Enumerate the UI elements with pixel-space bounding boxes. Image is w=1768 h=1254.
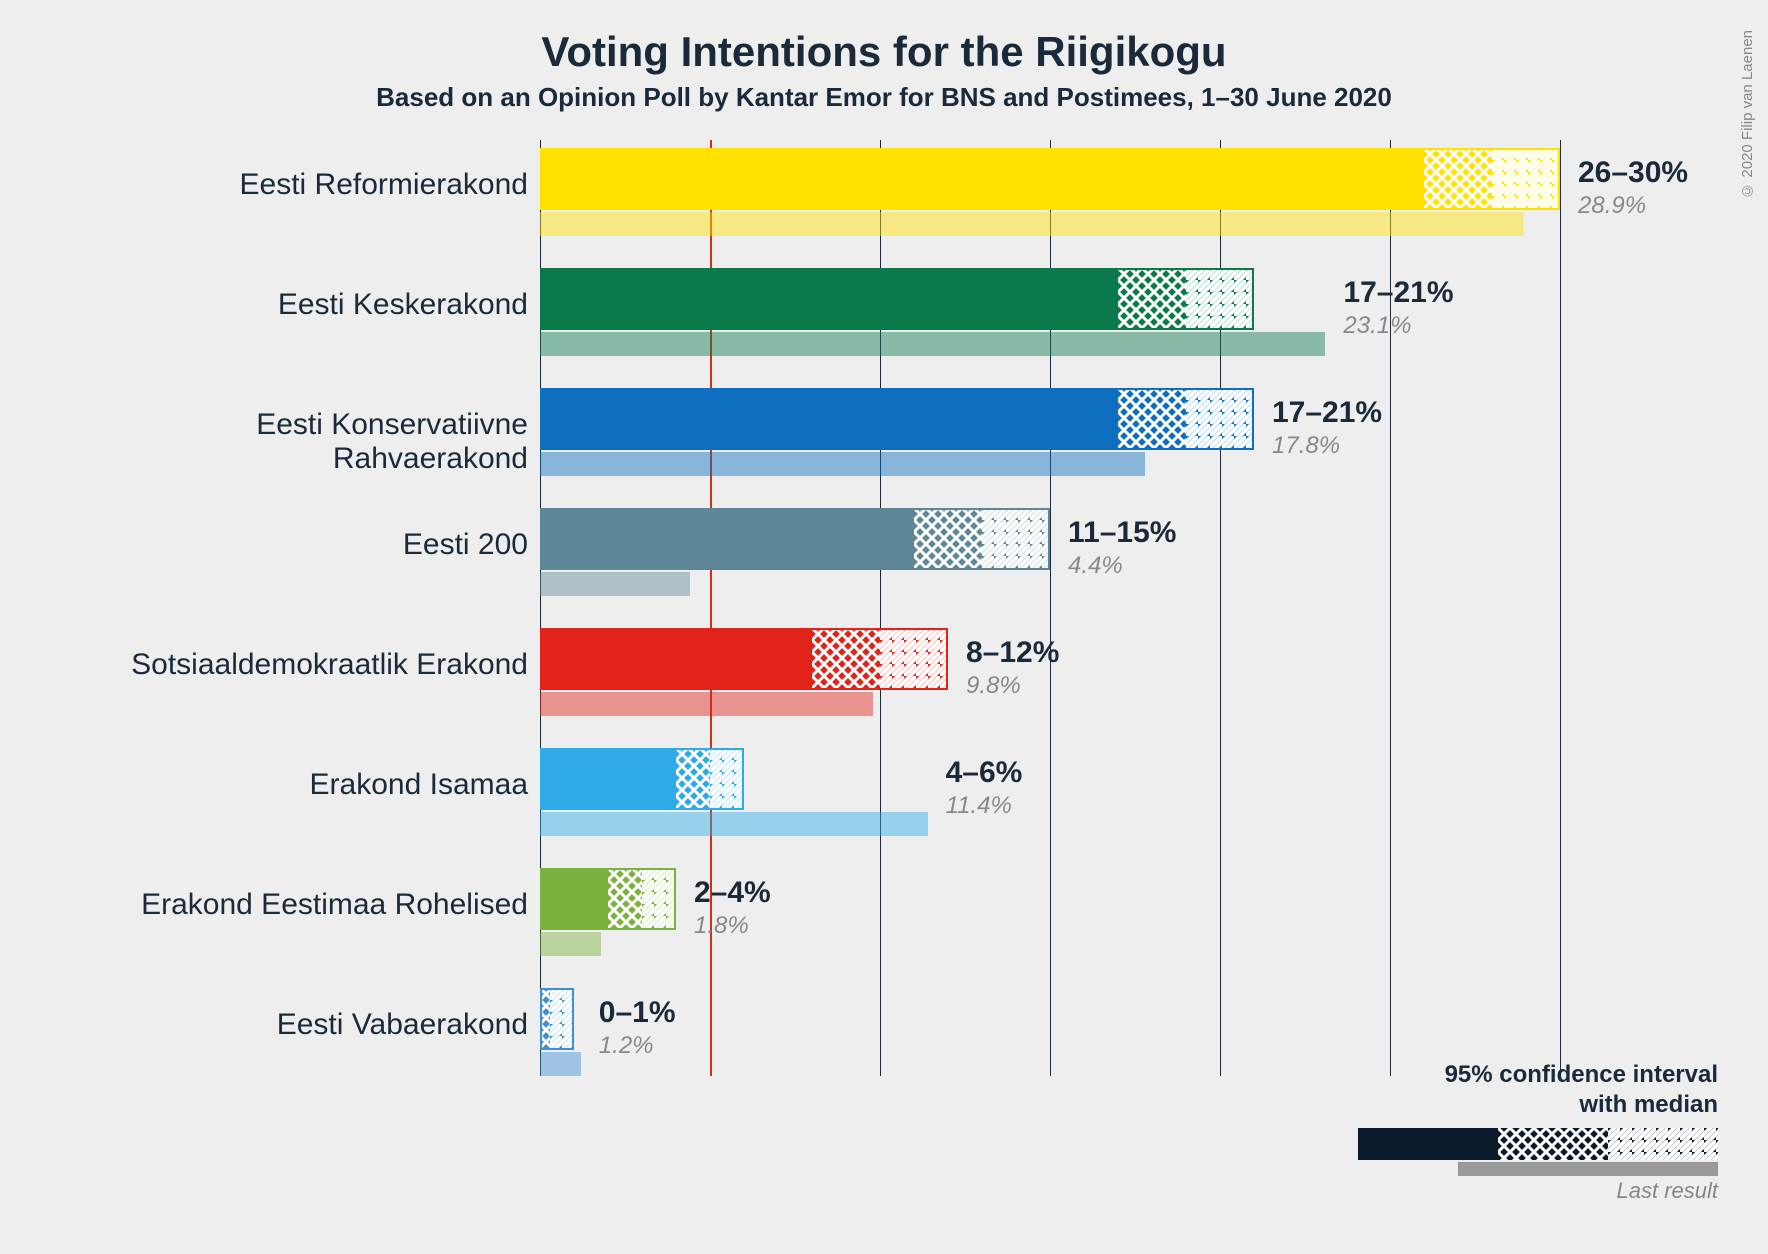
party-name-label: Eesti 200: [60, 528, 528, 562]
party-row: Eesti Reformierakond 26–30%28.9%: [60, 140, 1700, 260]
party-name-label: Eesti Vabaerakond: [60, 1008, 528, 1042]
legend-ci-line2: with median: [1579, 1091, 1718, 1118]
range-value-label: 11–15%: [1068, 516, 1176, 550]
legend-last-label: Last result: [1358, 1178, 1718, 1204]
last-value-label: 1.8%: [694, 912, 749, 940]
last-result-bar: [540, 932, 601, 956]
last-value-label: 9.8%: [966, 672, 1021, 700]
chart-area: Eesti Reformierakond 26–30%28.9% Eesti Kes…: [60, 140, 1700, 1200]
party-row: Sotsiaaldemokraatlik Erakond 8–12%9.8%: [60, 620, 1700, 740]
range-value-label: 0–1%: [599, 996, 676, 1030]
last-result-bar: [540, 572, 690, 596]
range-value-label: 8–12%: [966, 636, 1059, 670]
last-value-label: 4.4%: [1068, 552, 1123, 580]
party-row: Eesti 200 11–15%4.4%: [60, 500, 1700, 620]
party-row: Eesti Konservatiivne Rahvaerakond 17–21%1…: [60, 380, 1700, 500]
party-name-label: Eesti Konservatiivne Rahvaerakond: [60, 408, 528, 476]
last-result-bar: [540, 812, 928, 836]
last-value-label: 1.2%: [599, 1032, 654, 1060]
last-result-bar: [540, 212, 1523, 236]
last-value-label: 23.1%: [1343, 312, 1411, 340]
range-value-label: 2–4%: [694, 876, 771, 910]
party-row: Erakond Eestimaa Rohelised 2–4%1.8%: [60, 860, 1700, 980]
range-value-label: 17–21%: [1343, 276, 1453, 310]
last-result-bar: [540, 692, 873, 716]
legend-ci-bar: [1358, 1128, 1718, 1160]
party-name-label: Erakond Isamaa: [60, 768, 528, 802]
party-row: Eesti Keskerakond 17–21%23.1%: [60, 260, 1700, 380]
chart-title: Voting Intentions for the Riigikogu: [0, 0, 1768, 76]
party-name-label: Eesti Keskerakond: [60, 288, 528, 322]
range-value-label: 4–6%: [946, 756, 1023, 790]
last-value-label: 28.9%: [1578, 192, 1646, 220]
legend: 95% confidence interval with median Last…: [1358, 1060, 1718, 1204]
range-value-label: 17–21%: [1272, 396, 1382, 430]
party-row: Erakond Isamaa 4–6%11.4%: [60, 740, 1700, 860]
range-value-label: 26–30%: [1578, 156, 1688, 190]
party-name-label: Sotsiaaldemokraatlik Erakond: [60, 648, 528, 682]
last-result-bar: [540, 332, 1325, 356]
party-name-label: Erakond Eestimaa Rohelised: [60, 888, 528, 922]
party-name-label: Eesti Reformierakond: [60, 168, 528, 202]
last-value-label: 17.8%: [1272, 432, 1340, 460]
legend-last-bar: [1458, 1162, 1718, 1176]
chart-subtitle: Based on an Opinion Poll by Kantar Emor …: [0, 76, 1768, 113]
last-result-bar: [540, 452, 1145, 476]
legend-ci-line1: 95% confidence interval: [1445, 1061, 1718, 1088]
copyright-text: © 2020 Filip van Laenen: [1739, 30, 1756, 199]
last-value-label: 11.4%: [946, 792, 1012, 820]
last-result-bar: [540, 1052, 581, 1076]
